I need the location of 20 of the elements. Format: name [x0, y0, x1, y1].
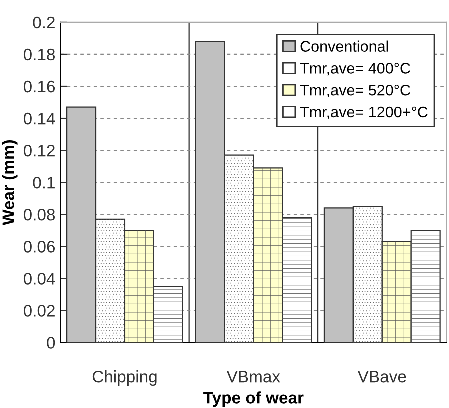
y-tick-label: 0.1	[33, 176, 55, 189]
y-tick-label: 0.02	[24, 305, 55, 317]
legend-label: Tmr,ave= 400°C	[300, 63, 410, 76]
y-tick-label: 0.16	[24, 80, 56, 93]
y-tick-label: 0.2	[33, 16, 55, 29]
x-axis-title: Type of wear	[204, 392, 304, 408]
x-tick-label: Chipping	[92, 370, 157, 386]
y-tick-label: 0.18	[24, 48, 56, 61]
y-tick-label: 0.14	[24, 112, 56, 125]
y-axis-title: Wear (mm)	[2, 140, 18, 226]
legend-label: Conventional	[300, 40, 388, 52]
x-tick-label: VBmax	[226, 371, 280, 383]
y-tick-label: 0.12	[24, 144, 55, 157]
legend-label: Tmr,ave= 1200+°C	[300, 106, 428, 120]
legend-label: Tmr,ave= 520°C	[300, 84, 410, 98]
y-tick-label: 0.08	[24, 209, 56, 221]
y-tick-label: 0	[47, 337, 56, 349]
y-tick-label: 0.04	[24, 273, 56, 285]
y-tick-label: 0.06	[24, 241, 56, 253]
x-tick-label: VBave	[358, 371, 406, 383]
